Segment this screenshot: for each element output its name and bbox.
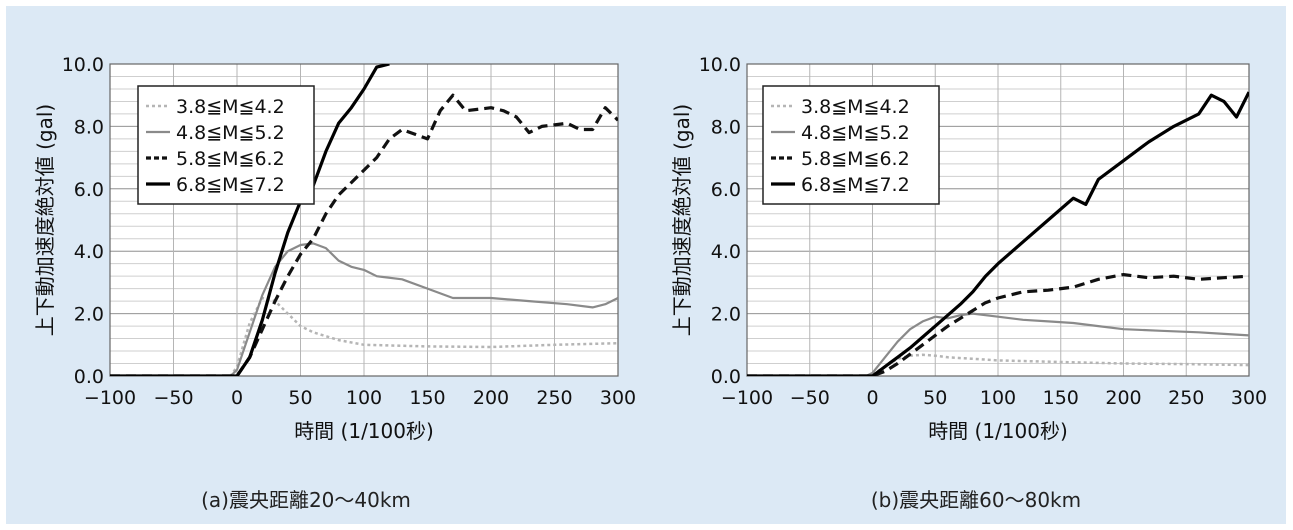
x-tick-label: −100 bbox=[721, 387, 773, 409]
y-tick-label: 4.0 bbox=[74, 241, 104, 263]
y-tick-label: 8.0 bbox=[74, 116, 104, 138]
series-line-2 bbox=[110, 242, 618, 376]
series-line-3 bbox=[110, 93, 618, 376]
x-axis-label: 時間 (1/100秒) bbox=[928, 419, 1068, 443]
x-tick-label: 300 bbox=[1231, 387, 1267, 409]
x-tick-label: 200 bbox=[473, 387, 509, 409]
caption-panel-a: (a)震央距離20～40km bbox=[201, 488, 411, 512]
x-tick-label: 100 bbox=[980, 387, 1016, 409]
series-line-4 bbox=[747, 91, 1249, 376]
y-axis-label: 上下動加速度絶対値 (gal) bbox=[670, 104, 694, 336]
x-tick-label: 250 bbox=[536, 387, 572, 409]
x-tick-label: 0 bbox=[866, 387, 878, 409]
y-tick-label: 10.0 bbox=[62, 54, 104, 76]
series-line-3 bbox=[747, 273, 1249, 376]
plot-frame bbox=[746, 63, 1250, 377]
legend-label: 4.8≦M≦5.2 bbox=[801, 122, 910, 144]
x-tick-label: 150 bbox=[409, 387, 445, 409]
chart-panel-b: 0.0 2.0 4.0 6.0 8.0 10.0 −100 −50 0 50 100 150 200 25… bbox=[670, 54, 1267, 443]
y-tick-label: 0.0 bbox=[74, 366, 104, 388]
legend-label: 6.8≦M≦7.2 bbox=[176, 174, 285, 196]
y-tick-label: 6.0 bbox=[74, 179, 104, 201]
series-line-1 bbox=[747, 353, 1249, 376]
legend-label: 3.8≦M≦4.2 bbox=[801, 96, 910, 118]
y-tick-label: 8.0 bbox=[711, 116, 741, 138]
series-line-2 bbox=[747, 312, 1249, 376]
x-tick-label: 0 bbox=[231, 387, 243, 409]
legend-label: 5.8≦M≦6.2 bbox=[176, 148, 285, 170]
legend-label: 5.8≦M≦6.2 bbox=[801, 148, 910, 170]
y-axis-label: 上下動加速度絶対値 (gal) bbox=[33, 104, 57, 336]
y-tick-label: 0.0 bbox=[711, 366, 741, 388]
x-tick-label: 200 bbox=[1105, 387, 1141, 409]
x-tick-label: −50 bbox=[153, 387, 193, 409]
x-tick-label: 300 bbox=[600, 387, 636, 409]
y-tick-label: 2.0 bbox=[711, 304, 741, 326]
legend-label: 3.8≦M≦4.2 bbox=[176, 96, 285, 118]
figure: 0.0 2.0 4.0 6.0 8.0 10.0 −100 −50 0 50 100 150 200 25… bbox=[6, 6, 1286, 524]
x-tick-label: 50 bbox=[923, 387, 947, 409]
legend-label: 6.8≦M≦7.2 bbox=[801, 174, 910, 196]
chart-panel-a: 0.0 2.0 4.0 6.0 8.0 10.0 −100 −50 0 50 100 150 200 25… bbox=[33, 54, 636, 443]
x-tick-label: −50 bbox=[790, 387, 830, 409]
series-line-1 bbox=[110, 296, 618, 376]
x-tick-label: 100 bbox=[346, 387, 382, 409]
y-tick-label: 6.0 bbox=[711, 179, 741, 201]
y-tick-label: 10.0 bbox=[699, 54, 741, 76]
y-tick-label: 2.0 bbox=[74, 304, 104, 326]
y-tick-label: 4.0 bbox=[711, 241, 741, 263]
x-axis-label: 時間 (1/100秒) bbox=[294, 419, 434, 443]
caption-panel-b: (b)震央距離60～80km bbox=[870, 488, 1082, 512]
legend-label: 4.8≦M≦5.2 bbox=[176, 122, 285, 144]
x-tick-label: 50 bbox=[288, 387, 312, 409]
x-tick-label: 250 bbox=[1168, 387, 1204, 409]
plot-frame bbox=[109, 63, 619, 377]
x-tick-label: 150 bbox=[1043, 387, 1079, 409]
x-tick-label: −100 bbox=[84, 387, 136, 409]
